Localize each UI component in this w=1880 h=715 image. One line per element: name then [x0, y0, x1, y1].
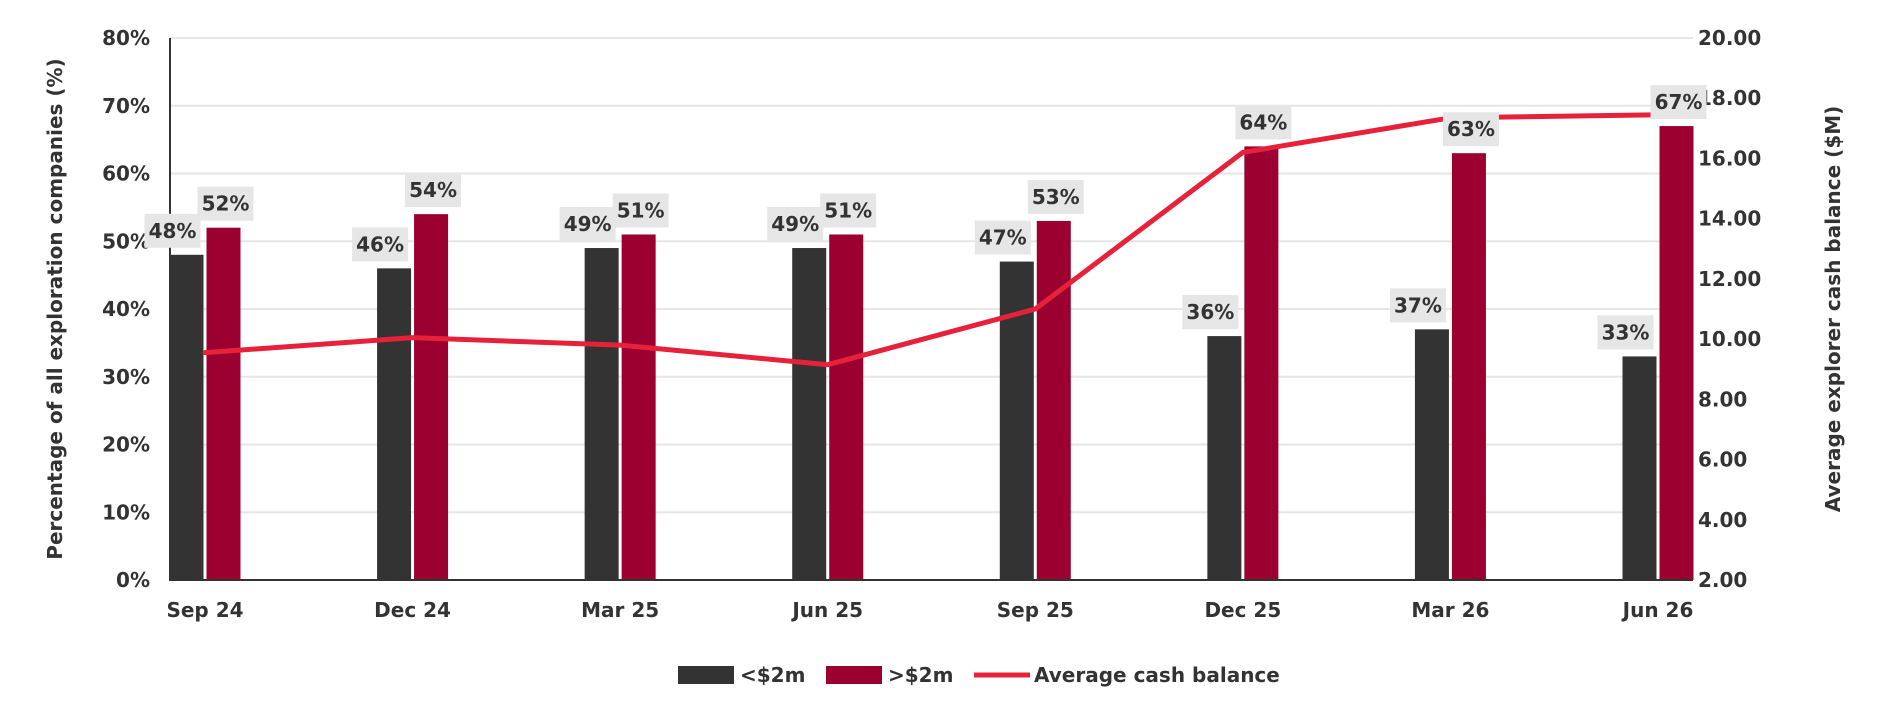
x-tick-label: Sep 24: [166, 598, 243, 622]
data-label: 49%: [564, 212, 612, 236]
data-label-box: [1597, 315, 1654, 350]
y-tick-label: 10%: [102, 500, 150, 524]
legend-swatch-over-2m: [826, 666, 882, 684]
data-label: 33%: [1602, 320, 1650, 344]
data-label-box: [1235, 105, 1292, 140]
axes: 0% 10% 20% 30% 40% 50% 60% 70% 80% 2.00 4.00 6.00 8.…: [43, 26, 1845, 622]
data-label: 36%: [1186, 300, 1234, 324]
x-tick-label: Sep 25: [997, 598, 1074, 622]
y2-tick-label: 10.00: [1698, 327, 1761, 351]
data-label: 37%: [1394, 293, 1442, 317]
y-tick-label: 70%: [102, 94, 150, 118]
legend-label-over-2m: >$2m: [888, 663, 953, 687]
x-tick-label: Dec 25: [1204, 598, 1281, 622]
x-tick-label: Mar 26: [1411, 598, 1489, 622]
legend-label-cash-balance: Average cash balance: [1034, 663, 1280, 687]
bar-over-2m: [206, 227, 241, 580]
data-label: 51%: [617, 198, 665, 222]
bar-under-2m: [792, 248, 827, 580]
x-tick-label: Jun 25: [790, 598, 863, 622]
data-label-box: [612, 193, 669, 228]
y2-axis-title: Average explorer cash balance ($M): [1821, 106, 1845, 513]
bar-under-2m: [377, 268, 412, 580]
bar-under-2m: [584, 248, 619, 580]
data-label: 47%: [979, 226, 1027, 250]
data-label: 64%: [1239, 110, 1287, 134]
legend: <$2m >$2m Average cash balance: [678, 663, 1280, 687]
data-label-box: [405, 173, 462, 208]
bar-over-2m: [414, 214, 449, 580]
data-label-box: [1650, 85, 1707, 120]
bar-over-2m: [1036, 220, 1071, 581]
y-tick-label: 0%: [116, 568, 150, 592]
bar-under-2m: [1414, 329, 1449, 580]
x-tick-label: Mar 25: [581, 598, 659, 622]
y2-tick-label: 18.00: [1698, 86, 1761, 110]
y2-tick-label: 6.00: [1698, 448, 1747, 472]
bars: [169, 126, 1694, 581]
legend-swatch-under-2m: [678, 666, 734, 684]
x-tick-label: Jun 26: [1621, 598, 1694, 622]
bar-under-2m: [1622, 356, 1657, 580]
data-label: 67%: [1655, 90, 1703, 114]
y-tick-label: 80%: [102, 26, 150, 50]
data-label: 63%: [1447, 117, 1495, 141]
data-label-box: [352, 227, 409, 262]
y2-tick-label: 16.00: [1698, 146, 1761, 170]
bar-over-2m: [1659, 126, 1694, 580]
data-label: 54%: [409, 178, 457, 202]
bar-over-2m: [829, 234, 864, 580]
data-label: 48%: [149, 219, 197, 243]
y-tick-label: 60%: [102, 162, 150, 186]
cash-balance-line-path: [202, 112, 1661, 368]
y-axis-title: Percentage of all exploration companies …: [43, 58, 67, 559]
data-label-box: [1442, 112, 1499, 147]
y2-tick-label: 12.00: [1698, 267, 1761, 291]
data-label: 52%: [202, 192, 250, 216]
y2-tick-label: 4.00: [1698, 508, 1747, 532]
bar-over-2m: [621, 234, 656, 580]
x-tick-label: Dec 24: [374, 598, 451, 622]
data-label: 46%: [356, 232, 404, 256]
y-tick-label: 30%: [102, 365, 150, 389]
y-tick-label: 40%: [102, 297, 150, 321]
bar-over-2m: [1244, 146, 1279, 580]
data-label-box: [1027, 179, 1084, 214]
bar-over-2m: [1451, 153, 1486, 581]
data-labels: 48%52%46%54%49%51%49%51%47%53%36%64%37%6…: [144, 85, 1707, 350]
data-label-box: [144, 213, 201, 248]
y-tick-label: 50%: [102, 229, 150, 253]
y2-tick-label: 14.00: [1698, 207, 1761, 231]
y2-tick-label: 2.00: [1698, 568, 1747, 592]
data-label: 53%: [1032, 185, 1080, 209]
data-label-box: [820, 193, 877, 228]
data-label-box: [767, 207, 824, 242]
data-label-box: [974, 220, 1031, 255]
y2-tick-label: 8.00: [1698, 387, 1747, 411]
legend-label-under-2m: <$2m: [740, 663, 805, 687]
bar-under-2m: [1207, 336, 1242, 580]
data-label-box: [1182, 295, 1239, 330]
bar-under-2m: [169, 254, 204, 581]
data-label: 49%: [771, 212, 819, 236]
data-label-box: [559, 207, 616, 242]
data-label: 51%: [824, 198, 872, 222]
data-label-box: [197, 186, 254, 221]
y2-tick-label: 20.00: [1698, 26, 1761, 50]
cash-balance-line: [202, 112, 1661, 368]
y-tick-label: 20%: [102, 433, 150, 457]
data-label-box: [1389, 288, 1446, 323]
